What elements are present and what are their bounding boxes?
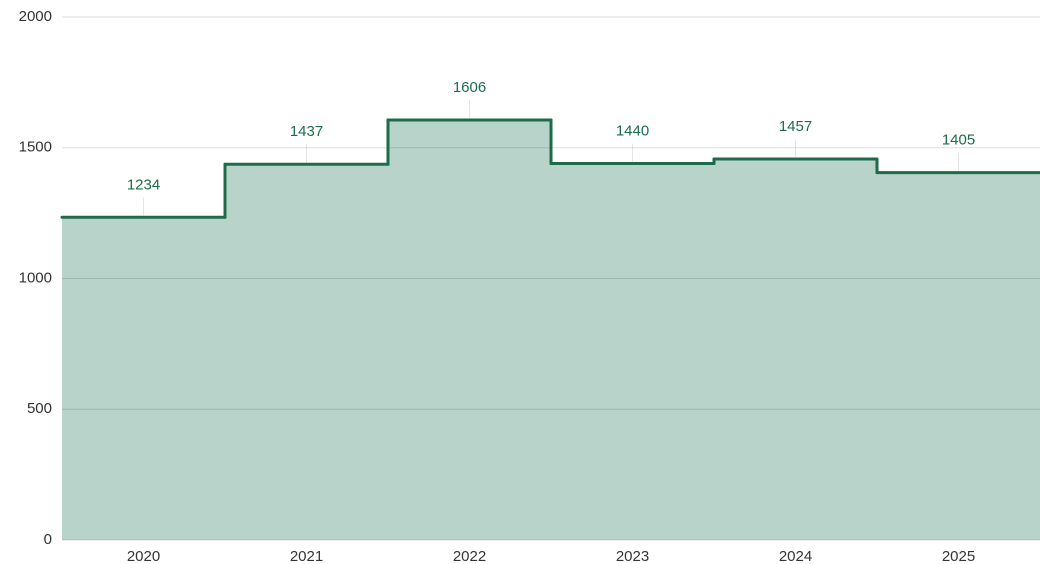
area-fill (551, 163, 714, 540)
data-label: 1405 (942, 132, 975, 149)
area-fill (714, 158, 877, 540)
y-tick-label: 500 (27, 400, 52, 417)
x-tick-label: 2020 (127, 548, 160, 564)
area-fill (225, 164, 388, 541)
x-tick-label: 2022 (453, 548, 486, 564)
y-tick-label: 1000 (19, 269, 52, 286)
data-label: 1440 (616, 122, 649, 139)
x-tick-label: 2025 (942, 548, 975, 564)
x-tick-label: 2023 (616, 548, 649, 564)
x-tick-label: 2024 (779, 548, 812, 564)
x-tick-label: 2021 (290, 548, 323, 564)
area-fill (388, 120, 551, 540)
y-tick-label: 1500 (19, 139, 52, 156)
data-label: 1606 (453, 79, 486, 96)
area-fill (877, 172, 1040, 540)
y-tick-label: 2000 (19, 8, 52, 25)
data-label: 1457 (779, 118, 812, 135)
area-fill (62, 217, 225, 540)
data-label: 1234 (127, 176, 160, 193)
y-tick-label: 0 (44, 531, 52, 548)
data-label: 1437 (290, 123, 323, 140)
